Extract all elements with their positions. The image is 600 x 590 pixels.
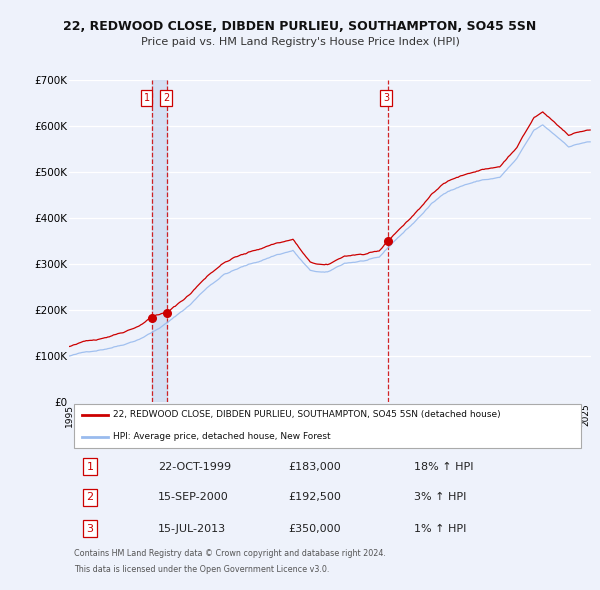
Text: 2: 2 bbox=[163, 93, 169, 103]
Text: 15-JUL-2013: 15-JUL-2013 bbox=[158, 523, 226, 533]
Text: 1% ↑ HPI: 1% ↑ HPI bbox=[413, 523, 466, 533]
Text: 1: 1 bbox=[143, 93, 149, 103]
Text: HPI: Average price, detached house, New Forest: HPI: Average price, detached house, New … bbox=[113, 432, 331, 441]
Text: 15-SEP-2000: 15-SEP-2000 bbox=[158, 492, 229, 502]
Text: £183,000: £183,000 bbox=[288, 462, 341, 472]
Text: 22, REDWOOD CLOSE, DIBDEN PURLIEU, SOUTHAMPTON, SO45 5SN: 22, REDWOOD CLOSE, DIBDEN PURLIEU, SOUTH… bbox=[64, 20, 536, 33]
FancyBboxPatch shape bbox=[74, 404, 581, 448]
Text: 3% ↑ HPI: 3% ↑ HPI bbox=[413, 492, 466, 502]
Text: Contains HM Land Registry data © Crown copyright and database right 2024.: Contains HM Land Registry data © Crown c… bbox=[74, 549, 386, 558]
Text: 3: 3 bbox=[383, 93, 389, 103]
Text: 22, REDWOOD CLOSE, DIBDEN PURLIEU, SOUTHAMPTON, SO45 5SN (detached house): 22, REDWOOD CLOSE, DIBDEN PURLIEU, SOUTH… bbox=[113, 411, 501, 419]
Text: 1: 1 bbox=[86, 462, 94, 472]
Text: £350,000: £350,000 bbox=[288, 523, 341, 533]
Text: 18% ↑ HPI: 18% ↑ HPI bbox=[413, 462, 473, 472]
Text: This data is licensed under the Open Government Licence v3.0.: This data is licensed under the Open Gov… bbox=[74, 565, 329, 573]
Text: Price paid vs. HM Land Registry's House Price Index (HPI): Price paid vs. HM Land Registry's House … bbox=[140, 38, 460, 47]
Text: £192,500: £192,500 bbox=[288, 492, 341, 502]
Bar bbox=[152, 80, 167, 402]
Text: 3: 3 bbox=[86, 523, 94, 533]
Text: 22-OCT-1999: 22-OCT-1999 bbox=[158, 462, 231, 472]
Text: 2: 2 bbox=[86, 492, 94, 502]
